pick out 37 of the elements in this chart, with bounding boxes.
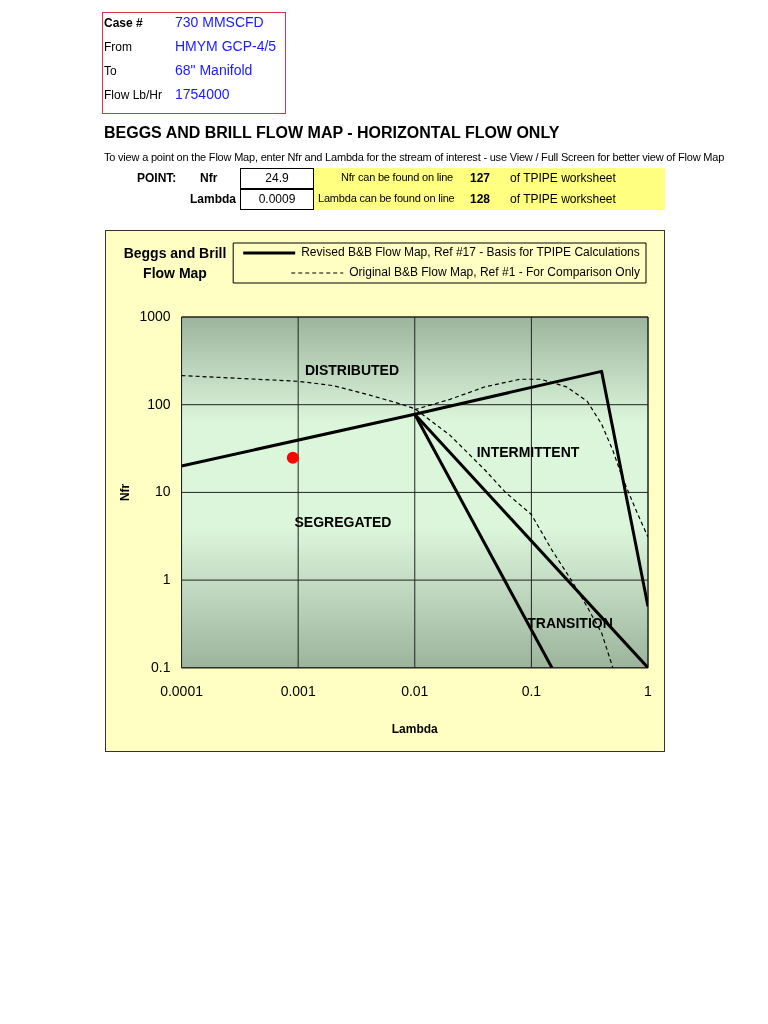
x-tick-label: 0.01 — [401, 683, 429, 700]
x-tick-label: 1 — [644, 683, 653, 700]
chart-subtitle: To view a point on the Flow Map, enter Nfr and Lambda for the stream of interest - use View / Full Screen for better view of Flow Map — [104, 151, 725, 163]
text: 0.0009 — [257, 192, 297, 206]
text: of TPIPE worksheet — [510, 192, 616, 206]
text: Lambda — [190, 192, 237, 206]
y-tick-label: 10 — [154, 483, 171, 500]
text: 730 MMSCFD — [175, 14, 264, 30]
text: 1754000 — [175, 86, 230, 102]
text: Lambda can be found on line — [318, 192, 455, 204]
text: To — [104, 64, 117, 78]
chart-title: BEGGS AND BRILL FLOW MAP - HORIZONTAL FLOW ONLY — [104, 124, 560, 142]
text: 68" Manifold — [175, 62, 253, 78]
x-tick-label: 0.1 — [521, 683, 542, 700]
text: Nfr can be found on line — [340, 171, 453, 183]
x-axis-title: Lambda — [391, 722, 439, 737]
legend-label: Revised B&B Flow Map, Ref #17 - Basis for TPIPE Calculations — [301, 245, 640, 260]
legend-label: Original B&B Flow Map, Ref #1 - For Comparison Only — [349, 265, 640, 280]
text: Nfr — [200, 171, 218, 185]
text: POINT: — [137, 171, 177, 185]
text: From — [104, 40, 132, 54]
text: HMYM GCP-4/5 — [175, 38, 277, 54]
text: 127 — [470, 171, 491, 185]
x-tick-label: 0.0001 — [160, 683, 204, 700]
x-tick-label: 0.001 — [280, 683, 316, 700]
y-tick-label: 100 — [147, 395, 171, 412]
y-tick-label: 1000 — [139, 307, 171, 324]
y-tick-label: 1 — [162, 570, 171, 587]
y-axis-title: Nfr — [117, 483, 132, 502]
text: 24.9 — [264, 171, 290, 185]
text: of TPIPE worksheet — [510, 171, 616, 185]
text: Case # — [104, 16, 143, 30]
text: Flow Lb/Hr — [104, 88, 163, 102]
y-tick-label: 0.1 — [151, 658, 171, 675]
text: 128 — [470, 192, 491, 206]
text: Beggs and Brill Flow Map — [122, 244, 228, 283]
annotation: DISTRIBUTED — [304, 362, 400, 378]
